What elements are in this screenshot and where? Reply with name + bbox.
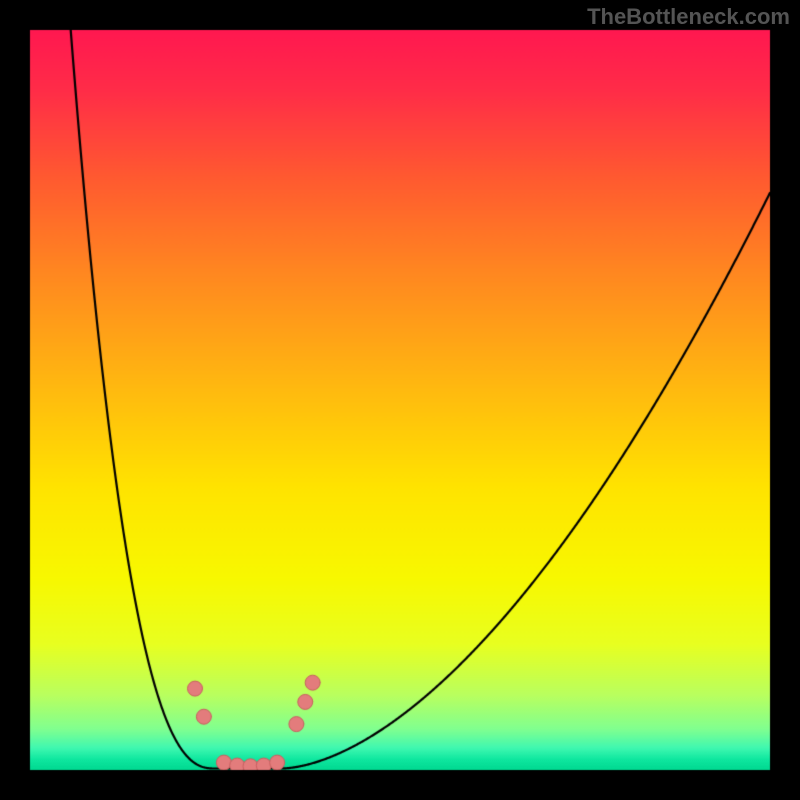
chart-root: TheBottleneck.com [0,0,800,800]
chart-canvas [0,0,800,800]
